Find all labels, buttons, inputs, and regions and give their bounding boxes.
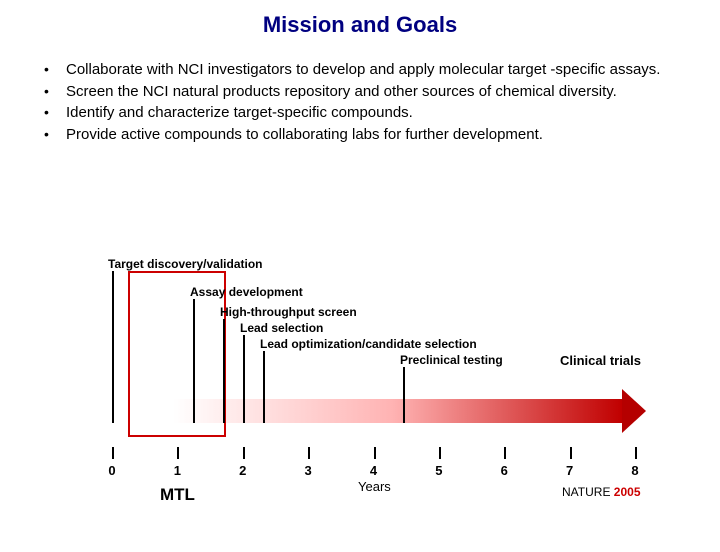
stage-label: Preclinical testing — [400, 353, 503, 367]
stage-tick — [403, 367, 405, 423]
stage-label: High-throughput screen — [220, 305, 357, 319]
axis-number: 5 — [435, 463, 442, 478]
axis-number: 2 — [239, 463, 246, 478]
mtl-label: MTL — [160, 485, 195, 505]
nature-citation: NATURE 2005 — [562, 485, 641, 499]
nature-text: NATURE — [562, 485, 610, 499]
axis-number: 1 — [174, 463, 181, 478]
axis-number: 8 — [631, 463, 638, 478]
page-title: Mission and Goals — [0, 12, 720, 38]
axis-number: 6 — [501, 463, 508, 478]
axis-number: 3 — [305, 463, 312, 478]
bullet-item: Provide active compounds to collaboratin… — [44, 125, 692, 145]
years-axis-label: Years — [358, 479, 391, 494]
axis-number: 4 — [370, 463, 377, 478]
timeline-diagram: Target discovery/validation Assay develop… — [100, 257, 660, 517]
nature-year: 2005 — [614, 485, 641, 499]
stage-tick — [243, 335, 245, 423]
axis-tick — [504, 447, 506, 459]
axis-tick — [439, 447, 441, 459]
axis-tick — [308, 447, 310, 459]
stage-tick — [263, 351, 265, 423]
stage-label: Assay development — [190, 285, 303, 299]
timeline-arrow-head — [622, 389, 646, 433]
axis-tick — [243, 447, 245, 459]
bullet-list: Collaborate with NCI investigators to de… — [44, 60, 692, 144]
axis-tick — [112, 447, 114, 459]
axis-number: 0 — [108, 463, 115, 478]
stage-label: Lead optimization/candidate selection — [260, 337, 477, 351]
bullet-item: Identify and characterize target-specifi… — [44, 103, 692, 123]
axis-tick — [374, 447, 376, 459]
stage-tick — [112, 271, 114, 423]
axis-tick — [570, 447, 572, 459]
bullet-item: Collaborate with NCI investigators to de… — [44, 60, 692, 80]
axis-tick — [635, 447, 637, 459]
axis-tick — [177, 447, 179, 459]
stage-label: Target discovery/validation — [108, 257, 263, 271]
clinical-trials-label: Clinical trials — [560, 353, 641, 368]
stage-tick — [223, 319, 225, 423]
axis-number: 7 — [566, 463, 573, 478]
stage-label: Lead selection — [240, 321, 323, 335]
bullet-item: Screen the NCI natural products reposito… — [44, 82, 692, 102]
stage-tick — [193, 299, 195, 423]
